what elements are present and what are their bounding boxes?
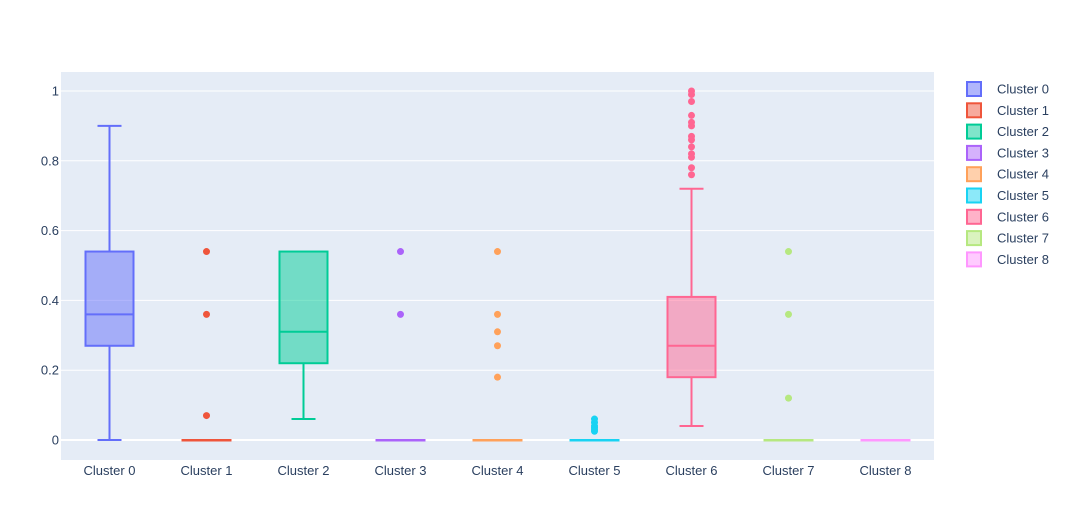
x-tick-label: Cluster 1 bbox=[180, 463, 232, 478]
x-tick-label: Cluster 5 bbox=[568, 463, 620, 478]
outlier-point bbox=[688, 90, 695, 98]
legend-label: Cluster 8 bbox=[997, 252, 1049, 267]
x-tick-label: Cluster 2 bbox=[277, 463, 329, 478]
legend-item: Cluster 0 bbox=[966, 81, 1049, 97]
legend-label: Cluster 7 bbox=[997, 231, 1049, 246]
outlier-point bbox=[688, 164, 695, 172]
legend-swatch bbox=[966, 208, 982, 225]
legend-item: Cluster 7 bbox=[966, 230, 1049, 247]
legend-label: Cluster 6 bbox=[997, 209, 1049, 224]
y-tick-label: 0.6 bbox=[41, 223, 59, 238]
legend-item: Cluster 8 bbox=[966, 251, 1049, 268]
outlier-point bbox=[785, 310, 792, 318]
legend-item: Cluster 1 bbox=[966, 102, 1049, 119]
plot-area bbox=[61, 72, 934, 460]
y-tick-label: 1 bbox=[52, 84, 59, 99]
legend-swatch bbox=[966, 230, 982, 247]
x-tick-label: Cluster 8 bbox=[859, 463, 911, 478]
outlier-point bbox=[494, 373, 501, 381]
legend-item: Cluster 6 bbox=[966, 208, 1049, 225]
legend-swatch bbox=[966, 187, 982, 204]
legend-swatch bbox=[966, 144, 982, 161]
x-tick-label: Cluster 7 bbox=[762, 463, 814, 478]
outlier-point bbox=[494, 310, 501, 318]
y-tick-label: 0.4 bbox=[41, 293, 59, 308]
outlier-point bbox=[688, 97, 695, 105]
legend-swatch bbox=[966, 81, 982, 97]
y-tick-label: 0 bbox=[52, 433, 59, 448]
boxes bbox=[84, 87, 911, 442]
outlier-point bbox=[688, 111, 695, 119]
legend-item: Cluster 3 bbox=[966, 144, 1049, 161]
legend-label: Cluster 4 bbox=[997, 167, 1049, 182]
outlier-point bbox=[203, 412, 210, 420]
x-tick-label: Cluster 4 bbox=[471, 463, 523, 478]
legend-item: Cluster 2 bbox=[966, 123, 1049, 140]
box-cluster-5 bbox=[569, 415, 620, 442]
legend-swatch bbox=[966, 123, 982, 140]
outlier-point bbox=[494, 342, 501, 350]
outlier-point bbox=[494, 248, 501, 256]
box-cluster-2 bbox=[278, 250, 329, 421]
outlier-point bbox=[688, 122, 695, 130]
box-cluster-4 bbox=[472, 248, 523, 442]
x-tick-label: Cluster 3 bbox=[374, 463, 426, 478]
box-cluster-8 bbox=[860, 439, 911, 442]
outlier-point bbox=[494, 328, 501, 336]
box-cluster-1 bbox=[181, 248, 232, 442]
box-cluster-3 bbox=[375, 248, 426, 442]
box-cluster-6 bbox=[666, 87, 717, 428]
outlier-point bbox=[688, 143, 695, 151]
legend-label: Cluster 5 bbox=[997, 188, 1049, 203]
y-tick-label: 0.2 bbox=[41, 363, 59, 378]
y-tick-label: 0.8 bbox=[41, 153, 59, 168]
outlier-point bbox=[688, 171, 695, 179]
box-body bbox=[84, 250, 135, 347]
outlier-point bbox=[688, 136, 695, 144]
legend-swatch bbox=[966, 166, 982, 183]
box-cluster-7 bbox=[763, 248, 814, 442]
legend-label: Cluster 0 bbox=[997, 82, 1049, 97]
outlier-point bbox=[397, 310, 404, 318]
legend-swatch bbox=[966, 102, 982, 119]
legend-item: Cluster 4 bbox=[966, 166, 1049, 183]
box-cluster-0 bbox=[84, 124, 135, 441]
outlier-point bbox=[591, 427, 598, 435]
x-tick-label: Cluster 0 bbox=[83, 463, 135, 478]
outlier-point bbox=[203, 248, 210, 256]
legend-label: Cluster 3 bbox=[997, 145, 1049, 160]
box-body bbox=[666, 295, 717, 379]
outlier-point bbox=[785, 248, 792, 256]
outlier-point bbox=[397, 248, 404, 256]
outlier-point bbox=[203, 310, 210, 318]
legend-swatch bbox=[966, 251, 982, 268]
box-body bbox=[278, 250, 329, 365]
y-axis: 0 0.2 0.4 0.6 0.8 1 bbox=[41, 84, 59, 448]
x-axis: Cluster 0 Cluster 1 Cluster 2 Cluster 3 Clus… bbox=[83, 463, 911, 478]
outlier-point bbox=[785, 394, 792, 402]
outlier-point bbox=[688, 153, 695, 161]
legend-item: Cluster 5 bbox=[966, 187, 1049, 204]
x-tick-label: Cluster 6 bbox=[665, 463, 717, 478]
legend-label: Cluster 1 bbox=[997, 103, 1049, 118]
legend: Cluster 0 Cluster 1 Cluster 2 Cluster 3 Clus… bbox=[966, 81, 1049, 268]
legend-label: Cluster 2 bbox=[997, 124, 1049, 139]
